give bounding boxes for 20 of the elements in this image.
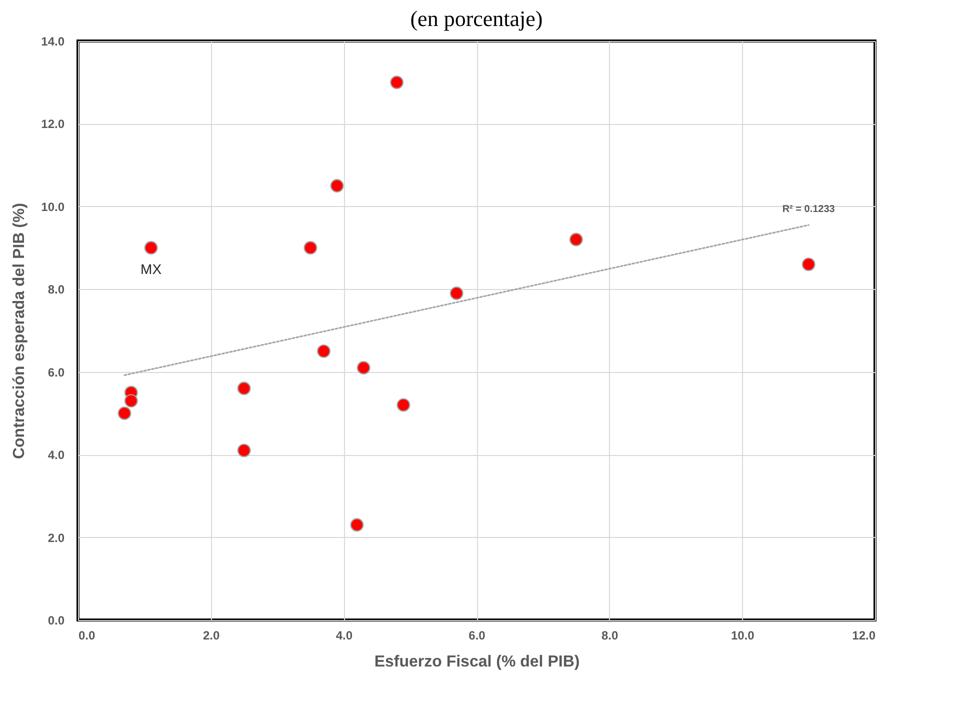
x-tick-label: 8.0 — [601, 628, 618, 642]
x-tick-label: 10.0 — [730, 628, 755, 642]
chart-title: (en porcentaje) — [410, 6, 543, 31]
x-axis-title: Esfuerzo Fiscal (% del PIB) — [374, 654, 580, 670]
annotation: R² = 0.1233 — [782, 204, 836, 216]
x-tick-label: 2.0 — [202, 628, 220, 642]
x-tick-label: 6.0 — [468, 628, 486, 642]
y-tick-label: 14.0 — [41, 34, 65, 48]
y-axis-title: Contracción esperada del PIB (%) — [11, 202, 28, 460]
annotation: MX — [140, 260, 162, 277]
y-tick-label: 8.0 — [48, 282, 65, 297]
y-tick-label: 12.0 — [41, 117, 65, 132]
y-tick-label: 6.0 — [48, 365, 65, 380]
x-tick-label: 0.0 — [78, 628, 96, 642]
y-tick-label: 10.0 — [41, 200, 65, 214]
x-tick-label: 4.0 — [336, 628, 353, 642]
y-tick-label: 2.0 — [48, 530, 65, 545]
y-tick-label: 0.0 — [48, 614, 65, 628]
y-tick-label: 4.0 — [48, 448, 65, 462]
x-tick-label: 12.0 — [852, 628, 876, 642]
